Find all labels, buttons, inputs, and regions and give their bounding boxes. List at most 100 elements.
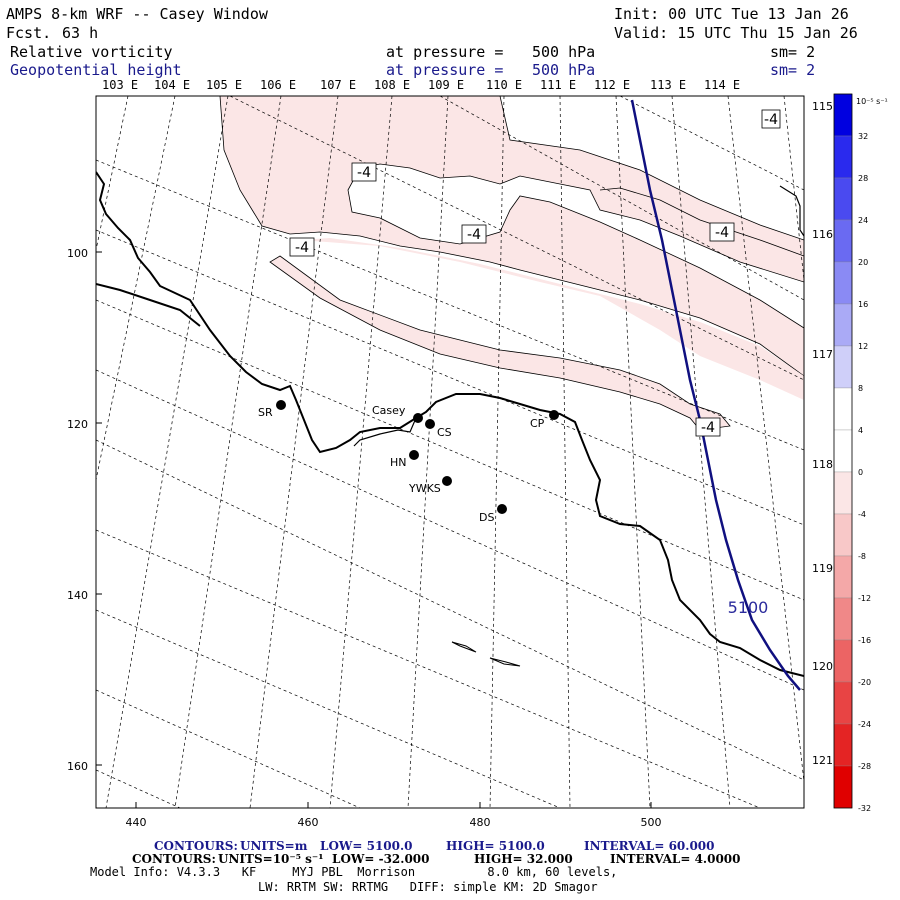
lon-label: 111 E [540,78,577,92]
model-info: Model Info: V4.3.3 KF MYJ PBL Morrison 8… [90,865,618,879]
color-bar-label: 24 [858,216,868,225]
lon-label: 109 E [428,78,465,92]
station-label-ds: DS [479,511,494,524]
station-label-ywks: YWKS [408,482,441,495]
stations [276,400,559,514]
field2-pressure-label: at pressure = [386,61,504,79]
field2-pressure-value: 500 hPa [532,61,596,79]
color-bar-label: -16 [858,636,871,645]
lon-label: 113 E [650,78,687,92]
contour-label-5100: 5100 [728,598,769,617]
color-bar-cell [833,93,853,137]
contours-1-high: HIGH= 5100.0 [446,839,545,853]
contour-label: -4 [764,112,778,128]
x-tick-label: 480 [470,816,491,829]
color-bar-label: -8 [858,552,866,561]
color-bar-cell [833,261,853,305]
lon-label: 106 E [260,78,297,92]
station-marker-sr [276,400,286,410]
color-bar-label: 12 [858,342,868,351]
contours-1-low: LOW= 5100.0 [320,839,413,853]
lon-label: 104 E [154,78,191,92]
color-bar-label: 4 [858,426,863,435]
contours-2-high: HIGH= 32.000 [474,852,573,866]
color-bar-label: -12 [858,594,871,603]
color-bar-cell [833,177,853,221]
station-label-casey: Casey [372,404,406,417]
color-bar-cell [833,681,853,725]
lon-label: 107 E [320,78,357,92]
plot-frame [95,95,805,809]
color-bar-label: -32 [858,804,871,813]
lon-label: 103 E [102,78,139,92]
contour-label: -4 [295,240,309,256]
field1-pressure-label: at pressure = [386,43,504,61]
color-bar-cell [833,723,853,767]
y-tick-label: 140 [67,589,88,602]
color-bar-label: -28 [858,762,871,771]
geopotential-contour-5100 [630,99,801,691]
model-info-physics: LW: RRTM SW: RRTMG DIFF: simple KM: 2D S… [258,880,598,894]
color-bar-cell [833,513,853,557]
x-tick-label: 460 [298,816,319,829]
station-label-sr: SR [258,406,273,419]
color-bar-frame [833,93,853,809]
contour-label-boxes [289,109,781,437]
color-bar-label: -4 [858,510,866,519]
station-marker-ywks [442,476,452,486]
color-bar-cell [833,471,853,515]
color-bar-label: 32 [858,132,868,141]
color-bar-labels: 32 28 24 20 16 12 8 4 0 -4 -8 -12 -16 -20 -24 -28 -32 [858,132,871,813]
color-bar-label: 0 [858,468,863,477]
contour-label: -4 [467,227,481,243]
x-tick-label: 500 [641,816,662,829]
field1-pressure-value: 500 hPa [532,43,596,61]
color-bar-label: -20 [858,678,871,687]
contours-2-units: UNITS=10⁻⁵ s⁻¹ [218,852,324,866]
vorticity-contour [599,187,804,257]
y-tick-label: 100 [67,247,88,260]
contour-label: -4 [715,225,729,241]
contours-1-interval: INTERVAL= 60.000 [584,839,715,853]
y-tick-label: 120 [67,418,88,431]
coastline [96,171,804,677]
station-marker-casey [413,413,423,423]
color-bar-cell [833,597,853,641]
lon-label: 114 E [704,78,741,92]
color-bar-cell [833,639,853,683]
island-outline [489,657,521,667]
field1-smoothing: sm= 2 [770,43,816,61]
y-tick-label: 160 [67,760,88,773]
station-label-cs: CS [437,426,452,439]
field1-name: Relative vorticity [10,43,173,61]
color-bar-label: 16 [858,300,868,309]
x-tick-label: 440 [126,816,147,829]
lon-label: 108 E [374,78,411,92]
contours-2-label: CONTOURS: [132,852,216,866]
ice-shelf-outline [779,185,804,237]
color-bar-cell [833,765,853,809]
contours-1-label: CONTOURS: [154,839,238,853]
forecast-label: Fcst. [6,24,52,42]
station-marker-cp [549,410,559,420]
color-bar [833,93,853,809]
color-bar-cell [833,219,853,263]
lon-label: 105 E [206,78,243,92]
y-ticks [96,251,652,808]
island-outline [451,641,477,653]
color-bar-label: 20 [858,258,868,267]
station-marker-hn [409,450,419,460]
valid-time: Valid: 15 UTC Thu 15 Jan 26 [614,24,858,42]
color-bar-cell [833,555,853,599]
coastline [353,417,417,447]
lon-label: 110 E [486,78,523,92]
color-bar-cell [833,345,853,389]
field2-name: Geopotential height [10,61,182,79]
color-bar-label: 8 [858,384,863,393]
map-title: AMPS 8-km WRF -- Casey Window [6,5,268,23]
contour-label: -4 [701,420,715,436]
graticule [96,96,804,808]
init-time: Init: 00 UTC Tue 13 Jan 26 [614,5,849,23]
field2-smoothing: sm= 2 [770,61,816,79]
lon-label: 112 E [594,78,631,92]
